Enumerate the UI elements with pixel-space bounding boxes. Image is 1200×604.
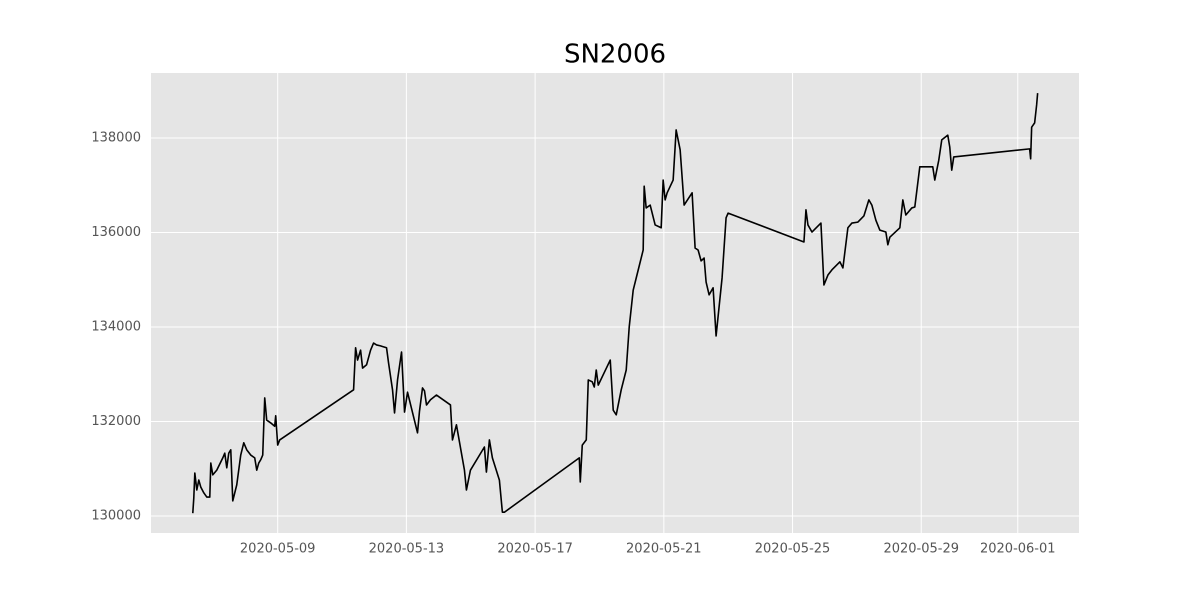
y-tick-label: 138000 <box>91 131 141 146</box>
x-tick-label: 2020-05-13 <box>369 542 445 557</box>
price-line <box>191 93 1039 514</box>
y-tick-label: 134000 <box>91 320 141 335</box>
chart-title: SN2006 <box>564 40 666 70</box>
plot-area <box>151 73 1079 533</box>
x-tick-label: 2020-05-09 <box>240 542 316 557</box>
y-tick-label: 136000 <box>91 225 141 240</box>
x-tick-label: 2020-05-29 <box>883 542 959 557</box>
y-tick-label: 132000 <box>91 414 141 429</box>
x-tick-label: 2020-05-25 <box>755 542 831 557</box>
y-tick-label: 130000 <box>91 508 141 523</box>
x-tick-label: 2020-05-21 <box>626 542 702 557</box>
x-tick-label: 2020-05-17 <box>497 542 573 557</box>
x-tick-label: 2020-06-01 <box>980 542 1056 557</box>
